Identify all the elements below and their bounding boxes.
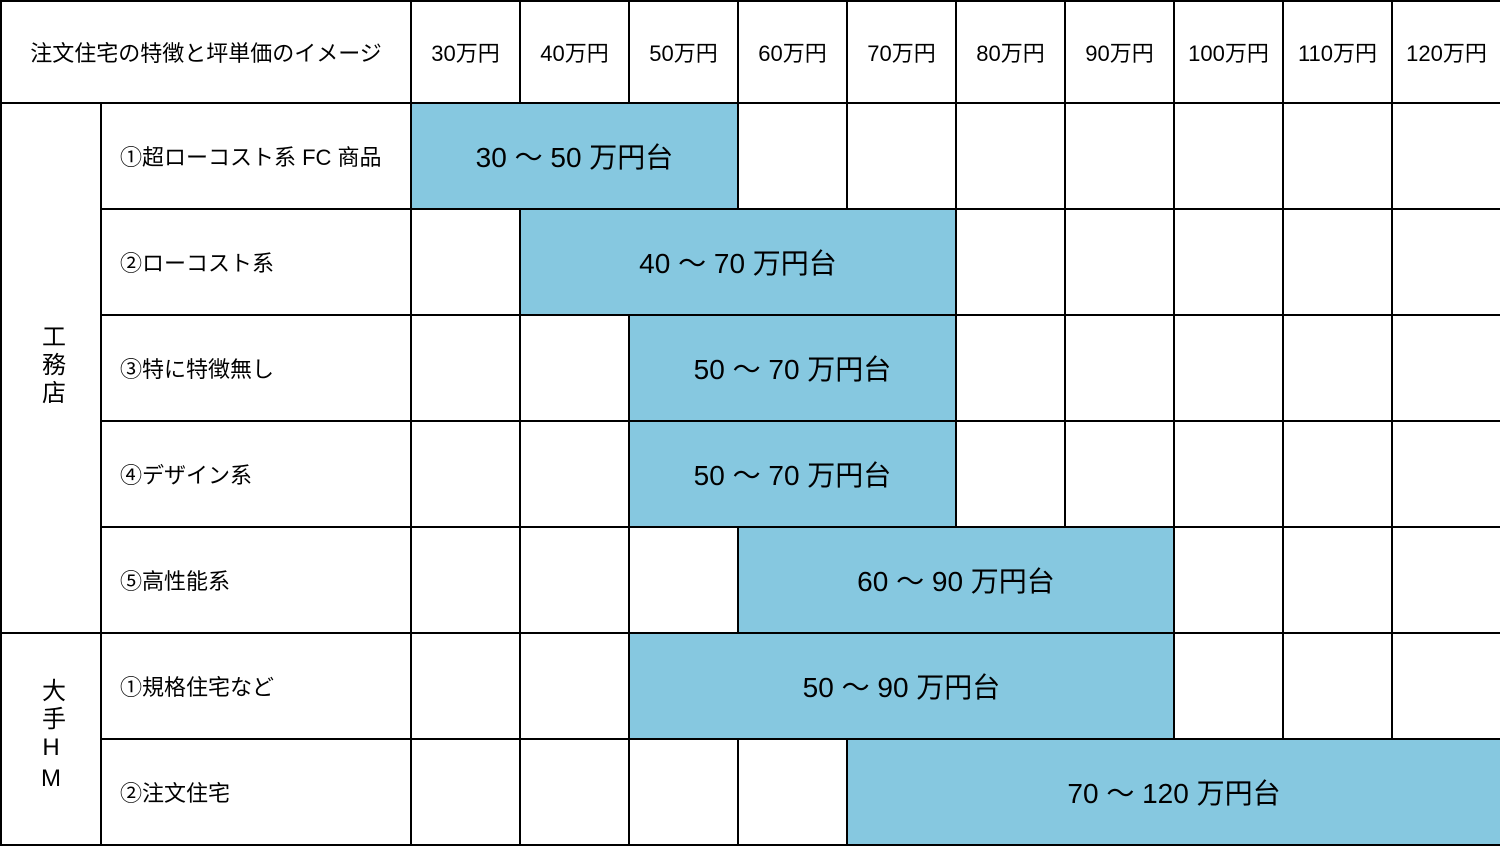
group-label-oote-hm: 大手HM [1, 633, 101, 845]
table-row: 大手HM ①規格住宅など 50 ～ 90 万円台 [1, 633, 1500, 739]
category-label: ①超ローコスト系 FC 商品 [101, 103, 411, 209]
price-bar: 60 ～ 90 万円台 [738, 527, 1174, 633]
price-bar: 40 ～ 70 万円台 [520, 209, 956, 315]
price-bar: 30 ～ 50 万円台 [411, 103, 738, 209]
price-bar: 50 ～ 70 万円台 [629, 315, 956, 421]
group-label-koumuten: 工務店 [1, 103, 101, 633]
table-row: ④デザイン系 50 ～ 70 万円台 [1, 421, 1500, 527]
price-bar: 70 ～ 120 万円台 [847, 739, 1500, 845]
price-col-90: 90万円 [1065, 1, 1174, 103]
price-range-chart: 注文住宅の特徴と坪単価のイメージ 30万円 40万円 50万円 60万円 70万… [0, 0, 1500, 844]
price-col-30: 30万円 [411, 1, 520, 103]
table-row: 工務店 ①超ローコスト系 FC 商品 30 ～ 50 万円台 [1, 103, 1500, 209]
category-label: ②ローコスト系 [101, 209, 411, 315]
price-table: 注文住宅の特徴と坪単価のイメージ 30万円 40万円 50万円 60万円 70万… [0, 0, 1500, 846]
category-label: ①規格住宅など [101, 633, 411, 739]
table-row: ⑤高性能系 60 ～ 90 万円台 [1, 527, 1500, 633]
category-label: ④デザイン系 [101, 421, 411, 527]
price-col-50: 50万円 [629, 1, 738, 103]
price-col-110: 110万円 [1283, 1, 1392, 103]
price-col-60: 60万円 [738, 1, 847, 103]
price-col-40: 40万円 [520, 1, 629, 103]
group-label-text: 大手HM [34, 678, 69, 796]
chart-title: 注文住宅の特徴と坪単価のイメージ [1, 1, 411, 103]
price-col-100: 100万円 [1174, 1, 1283, 103]
group-label-text: 工務店 [34, 324, 69, 408]
price-bar: 50 ～ 70 万円台 [629, 421, 956, 527]
table-row: ③特に特徴無し 50 ～ 70 万円台 [1, 315, 1500, 421]
price-col-70: 70万円 [847, 1, 956, 103]
table-row: ②注文住宅 70 ～ 120 万円台 [1, 739, 1500, 845]
category-label: ⑤高性能系 [101, 527, 411, 633]
price-col-120: 120万円 [1392, 1, 1500, 103]
header-row: 注文住宅の特徴と坪単価のイメージ 30万円 40万円 50万円 60万円 70万… [1, 1, 1500, 103]
price-col-80: 80万円 [956, 1, 1065, 103]
table-row: ②ローコスト系 40 ～ 70 万円台 [1, 209, 1500, 315]
category-label: ②注文住宅 [101, 739, 411, 845]
price-bar: 50 ～ 90 万円台 [629, 633, 1174, 739]
category-label: ③特に特徴無し [101, 315, 411, 421]
